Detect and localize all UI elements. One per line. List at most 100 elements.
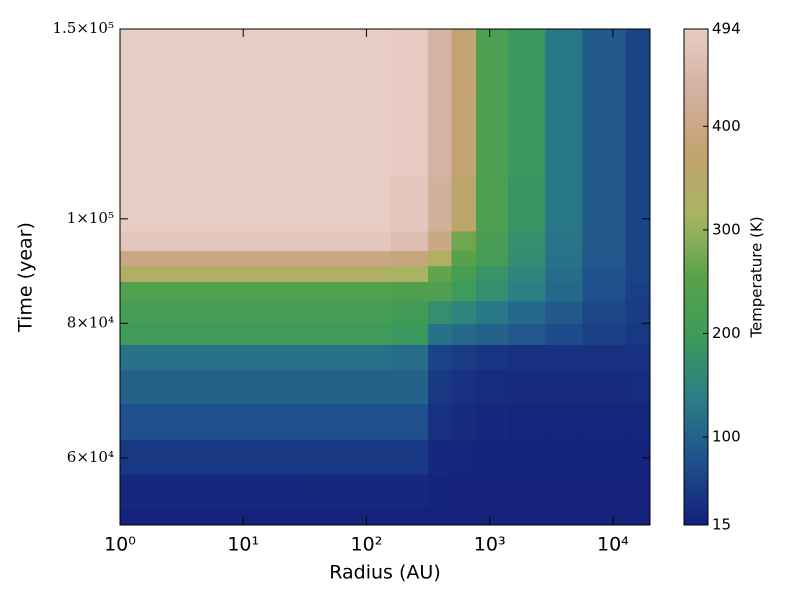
x-tick-label: 10⁰ <box>104 534 136 556</box>
heatmap-cell <box>545 474 584 509</box>
heatmap-cell <box>582 323 627 345</box>
heatmap-cell <box>545 176 584 232</box>
heatmap-cell <box>181 507 306 525</box>
heatmap-cell <box>545 403 584 440</box>
heatmap-cell <box>428 250 453 267</box>
heatmap-cell <box>476 323 509 345</box>
colorbar-tick-label: 15 <box>712 516 731 534</box>
x-tick-label: 10¹ <box>227 534 259 556</box>
heatmap-cell <box>181 323 306 345</box>
y-tick-label: 6×10⁴ <box>67 448 114 466</box>
heatmap-cell <box>181 250 306 267</box>
heatmap-cell <box>625 344 650 371</box>
heatmap-cell <box>120 344 183 371</box>
colorbar-tick-label: 200 <box>712 324 741 342</box>
heatmap-cell <box>625 176 650 232</box>
colorbar-label: Temperature (K) <box>748 216 766 338</box>
heatmap-cell <box>428 403 453 440</box>
heatmap-cell <box>181 230 306 251</box>
heatmap-cell <box>625 474 650 509</box>
heatmap-cell <box>390 344 429 371</box>
heatmap-cell <box>545 507 584 525</box>
heatmap-cell <box>508 81 546 177</box>
heatmap-cell <box>304 439 392 475</box>
heatmap-cell <box>181 369 306 404</box>
heatmap-cell <box>120 474 183 509</box>
heatmap-cell <box>476 281 509 302</box>
heatmap-cell <box>508 265 546 283</box>
heatmap-cell <box>508 344 546 371</box>
heatmap-cell <box>545 281 584 302</box>
heatmap-cell <box>181 344 306 371</box>
heatmap-cell <box>582 250 627 267</box>
heatmap-cell <box>451 474 477 509</box>
heatmap-cell <box>181 29 306 82</box>
heatmap-cell <box>625 29 650 82</box>
heatmap-cell <box>390 81 429 177</box>
heatmap-cell <box>582 81 627 177</box>
y-tick-label: 1.5×10⁵ <box>52 19 114 37</box>
heatmap-cell <box>476 369 509 404</box>
heatmap-cell <box>545 230 584 251</box>
heatmap-cell <box>120 369 183 404</box>
heatmap-cell <box>545 250 584 267</box>
heatmap-cell <box>625 439 650 475</box>
heatmap-cell <box>451 29 477 82</box>
heatmap-cell <box>428 344 453 371</box>
heatmap-cell <box>625 281 650 302</box>
heatmap-cell <box>451 507 477 525</box>
heatmap-cell <box>428 369 453 404</box>
heatmap-cell <box>545 369 584 404</box>
heatmap-cell <box>304 369 392 404</box>
heatmap-cell <box>451 323 477 345</box>
heatmap-cell <box>120 29 183 82</box>
heatmap-cell <box>476 507 509 525</box>
heatmap-cell <box>508 369 546 404</box>
heatmap-cell <box>508 474 546 509</box>
heatmap-cell <box>181 281 306 302</box>
heatmap-cell <box>120 281 183 302</box>
colorbar-tick-label: 494 <box>712 20 741 38</box>
heatmap-cell <box>451 300 477 325</box>
heatmap-cell <box>625 250 650 267</box>
heatmap-cell <box>545 81 584 177</box>
heatmap-cell <box>120 81 183 177</box>
heatmap-cell <box>390 323 429 345</box>
heatmap-cell <box>582 403 627 440</box>
heatmap-cell <box>508 176 546 232</box>
heatmap-cell <box>304 265 392 283</box>
heatmap-cell <box>476 176 509 232</box>
heatmap-cell <box>476 439 509 475</box>
heatmap-cell <box>451 265 477 283</box>
heatmap-cell <box>451 344 477 371</box>
heatmap-cell <box>304 250 392 267</box>
heatmap-cell <box>304 230 392 251</box>
heatmap-cell <box>428 281 453 302</box>
heatmap-cell <box>582 176 627 232</box>
heatmap-cell <box>582 507 627 525</box>
heatmap-cell <box>582 29 627 82</box>
colorbar-tick-label: 300 <box>712 220 741 238</box>
heatmap-cell <box>304 281 392 302</box>
heatmap-cell <box>181 265 306 283</box>
heatmap-cell <box>476 250 509 267</box>
heatmap-cell <box>390 230 429 251</box>
heatmap-cell <box>120 265 183 283</box>
heatmap-cell <box>508 507 546 525</box>
heatmap-cell <box>181 300 306 325</box>
heatmap-cell <box>304 300 392 325</box>
heatmap-cell <box>304 344 392 371</box>
heatmap-cell <box>390 29 429 82</box>
heatmap-cell <box>451 176 477 232</box>
heatmap-cell <box>120 250 183 267</box>
heatmap-cell <box>451 250 477 267</box>
heatmap-cell <box>120 230 183 251</box>
heatmap-cell <box>545 265 584 283</box>
heatmap-cell <box>181 474 306 509</box>
y-axis-label: Time (year) <box>15 222 37 333</box>
heatmap-cell <box>582 369 627 404</box>
x-tick-label: 10³ <box>474 534 506 556</box>
heatmap-cell <box>304 403 392 440</box>
heatmap-cell <box>582 230 627 251</box>
heatmap-cell <box>120 507 183 525</box>
